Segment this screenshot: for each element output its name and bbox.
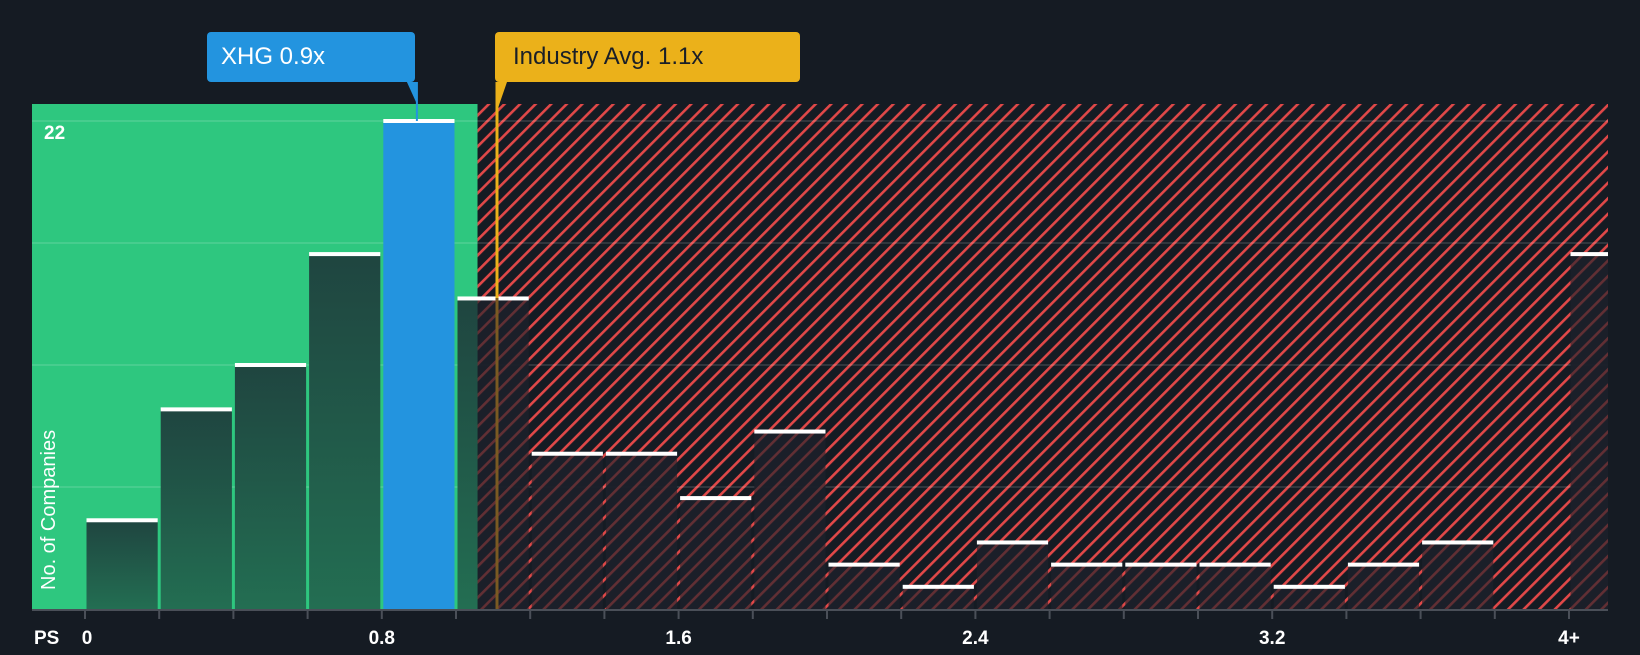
x-tick-label: 4+ xyxy=(1558,628,1580,649)
x-tick-label: 0.8 xyxy=(368,628,396,649)
histogram-bar xyxy=(902,586,974,609)
histogram-bar xyxy=(828,564,900,609)
histogram-bar xyxy=(234,365,307,609)
bar-cap xyxy=(1273,584,1345,589)
bar-cap xyxy=(1199,562,1271,567)
industry-callout-pointer xyxy=(496,82,507,108)
x-tick-label: 3.2 xyxy=(1258,628,1286,649)
company-callout: XHG 0.9x xyxy=(207,32,415,82)
histogram-bar xyxy=(1199,564,1271,609)
y-tick-max: 22 xyxy=(44,123,66,144)
histogram-bar xyxy=(754,431,826,609)
histogram-bar xyxy=(383,121,455,609)
histogram-bar xyxy=(605,453,678,609)
histogram-bar xyxy=(1347,564,1420,609)
bar-cap xyxy=(234,363,307,367)
bar-cap xyxy=(680,496,752,501)
histogram-bar xyxy=(1273,586,1345,609)
histogram-bar xyxy=(1422,542,1494,609)
bar-cap xyxy=(1125,562,1197,567)
bar-cap xyxy=(1570,252,1608,257)
histogram-bar xyxy=(1125,564,1197,609)
bar-cap xyxy=(828,562,900,567)
bar-cap xyxy=(309,252,381,257)
bar-cap xyxy=(531,451,603,456)
bar-cap xyxy=(1051,562,1123,567)
x-axis-label: PS xyxy=(34,628,60,649)
histogram-bar xyxy=(309,254,381,609)
bar-cap xyxy=(1422,540,1494,545)
bar-cap xyxy=(86,518,158,523)
x-tick-label: 2.4 xyxy=(962,628,989,649)
bar-cap xyxy=(457,296,529,301)
bar-cap xyxy=(754,429,826,434)
bar-cap xyxy=(902,584,974,589)
bar-cap xyxy=(976,540,1049,545)
histogram-bar xyxy=(531,453,603,609)
x-tick-label: 0 xyxy=(81,628,93,649)
bar-cap xyxy=(605,451,678,456)
industry-average-callout: Industry Avg. 1.1x xyxy=(495,32,800,82)
y-axis-label: No. of Companies xyxy=(38,429,60,590)
histogram-bar xyxy=(1570,254,1608,609)
x-tick-label: 1.6 xyxy=(665,628,692,649)
histogram-bar xyxy=(160,409,232,609)
bar-cap xyxy=(1347,562,1420,567)
bar-cap xyxy=(383,119,455,123)
histogram-bar xyxy=(976,542,1049,609)
company-callout-pointer xyxy=(406,82,417,104)
histogram-bar xyxy=(1051,564,1123,609)
bar-cap xyxy=(160,407,232,412)
histogram-bar-green-part xyxy=(457,298,478,609)
histogram-bar xyxy=(86,520,158,609)
histogram-bar xyxy=(680,498,752,609)
